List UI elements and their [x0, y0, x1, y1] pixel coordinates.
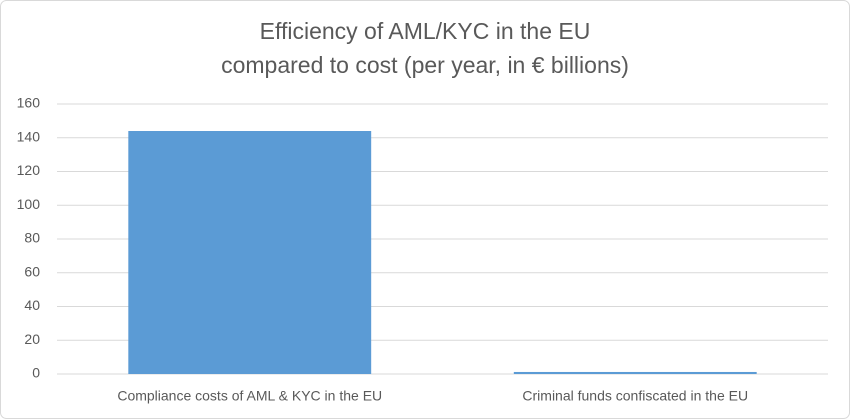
y-tick-label: 60 — [24, 263, 40, 279]
y-tick-label: 120 — [17, 162, 41, 178]
y-tick-label: 20 — [24, 331, 40, 347]
chart-title: compared to cost (per year, in € billion… — [221, 52, 629, 78]
x-tick-label: Compliance costs of AML & KYC in the EU — [117, 388, 382, 404]
y-tick-label: 160 — [17, 95, 41, 111]
chart-title: Efficiency of AML/KYC in the EU — [260, 18, 591, 44]
y-tick-label: 40 — [24, 297, 40, 313]
x-tick-label: Criminal funds confiscated in the EU — [522, 388, 748, 404]
bar — [128, 131, 372, 374]
y-tick-label: 80 — [24, 230, 40, 246]
bar — [513, 371, 757, 374]
y-tick-label: 100 — [17, 196, 41, 212]
y-tick-label: 140 — [17, 128, 41, 144]
y-tick-label: 0 — [32, 365, 40, 381]
